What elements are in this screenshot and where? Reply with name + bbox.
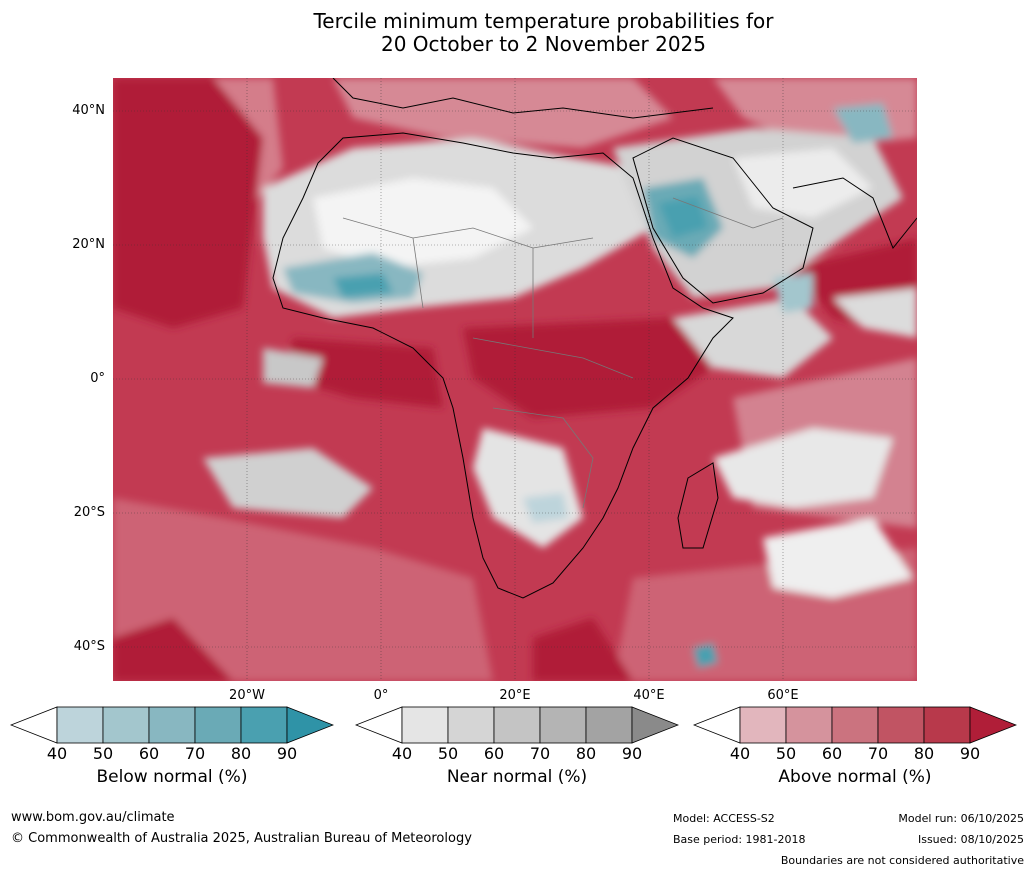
madagascar-coastline	[677, 462, 719, 549]
probability-map	[113, 78, 917, 681]
colorbar-above-swatch-50	[785, 706, 833, 744]
footer-disclaimer: Boundaries are not considered authoritat…	[780, 854, 1024, 867]
colorbar-above-tick-50: 50	[775, 744, 797, 763]
colorbar-near-tick-90: 90	[621, 744, 643, 763]
colorbar-near-swatch-70	[539, 706, 587, 744]
colorbar-below-tick-80: 80	[230, 744, 252, 763]
colorbar-below-over-triangle	[286, 706, 334, 744]
colorbar-near-tick-50: 50	[437, 744, 459, 763]
coastlines	[272, 78, 917, 599]
colorbar-near-tick-70: 70	[529, 744, 551, 763]
country-boundaries	[342, 197, 784, 509]
colorbar-above-swatch-80	[923, 706, 971, 744]
colorbar-above-swatch-70	[877, 706, 925, 744]
colorbar-above-tick-40: 40	[729, 744, 751, 763]
colorbar-near-tick-40: 40	[391, 744, 413, 763]
lat-label-40s: 40°S	[73, 639, 105, 654]
europe-coastline	[332, 78, 714, 119]
lon-label-20w: 20°W	[229, 688, 265, 703]
lat-label-40n: 40°N	[72, 103, 105, 118]
title-line-2: 20 October to 2 November 2025	[380, 32, 707, 56]
colorbar-near-swatch-50	[447, 706, 495, 744]
colorbar-near-label: Near normal (%)	[446, 767, 588, 787]
lon-label-20e: 20°E	[499, 688, 531, 703]
colorbar-above-label: Above normal (%)	[778, 767, 932, 787]
colorbar-below-swatch-60	[148, 706, 196, 744]
colorbar-below-tick-40: 40	[46, 744, 68, 763]
colorbar-below-tick-70: 70	[184, 744, 206, 763]
colorbar-below-swatch-70	[194, 706, 242, 744]
colorbar-below-tick-90: 90	[276, 744, 298, 763]
lon-label-0: 0°	[373, 688, 389, 703]
colorbar-below-swatch-80	[240, 706, 288, 744]
colorbar-above-over-triangle	[969, 706, 1017, 744]
colorbar-near-swatches	[355, 706, 679, 744]
colorbar-near-tick-60: 60	[483, 744, 505, 763]
footer-website: www.bom.gov.au/climate	[11, 810, 175, 825]
lon-label-40e: 40°E	[633, 688, 665, 703]
colorbar-below-swatch-50	[102, 706, 150, 744]
footer-model: Model: ACCESS-S2	[673, 812, 775, 825]
chart-title: Tercile minimum temperature probabilitie…	[0, 10, 1035, 56]
colorbar-above-tick-70: 70	[867, 744, 889, 763]
colorbar-near-over-triangle	[631, 706, 679, 744]
colorbar-near-swatch-60	[493, 706, 541, 744]
lat-label-20s: 20°S	[73, 505, 105, 520]
colorbar-above-tick-90: 90	[959, 744, 981, 763]
footer-base-period: Base period: 1981-2018	[673, 833, 806, 846]
colorbar-above-under-triangle	[693, 706, 741, 744]
colorbar-below-tick-50: 50	[92, 744, 114, 763]
colorbar-below-under-triangle	[10, 706, 58, 744]
footer-copyright: © Commonwealth of Australia 2025, Austra…	[11, 831, 472, 846]
lon-label-60e: 60°E	[767, 688, 799, 703]
footer-issued: Issued: 08/10/2025	[917, 833, 1024, 846]
colorbar-above-swatch-40	[739, 706, 787, 744]
colorbar-near-swatch-80	[585, 706, 633, 744]
africa-coastline	[272, 132, 734, 599]
colorbar-above-swatch-60	[831, 706, 879, 744]
colorbar-near-under-triangle	[355, 706, 403, 744]
colorbar-below-tick-60: 60	[138, 744, 160, 763]
colorbar-below-label: Below normal (%)	[96, 767, 248, 787]
title-line-1: Tercile minimum temperature probabilitie…	[313, 9, 774, 33]
map-graticule	[113, 78, 917, 681]
colorbar-above-tick-80: 80	[913, 744, 935, 763]
lat-label-0: 0°	[90, 371, 105, 386]
colorbar-above-tick-60: 60	[821, 744, 843, 763]
colorbar-near-tick-80: 80	[575, 744, 597, 763]
colorbar-below-swatch-40	[56, 706, 104, 744]
iran-india-coastline	[792, 177, 917, 249]
colorbar-above-swatches	[693, 706, 1017, 744]
footer-model-run: Model run: 06/10/2025	[898, 812, 1024, 825]
lat-label-20n: 20°N	[72, 237, 105, 252]
arabia-coastline	[632, 137, 814, 304]
colorbar-near-swatch-40	[401, 706, 449, 744]
probability-field	[113, 78, 917, 681]
colorbar-below-swatches	[10, 706, 334, 744]
